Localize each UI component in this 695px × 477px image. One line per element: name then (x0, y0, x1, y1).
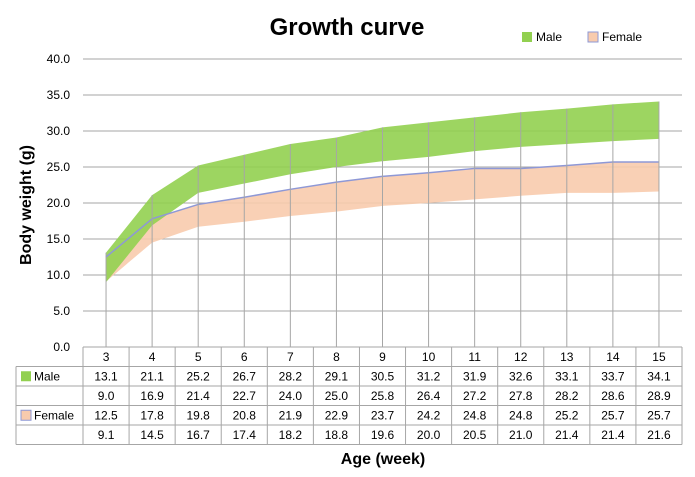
table-cell-female-upper: 22.9 (325, 409, 349, 423)
plot-area (105, 101, 660, 347)
table-cell-male-lower: 9.0 (98, 389, 115, 403)
table-cell-female-lower: 14.5 (140, 428, 164, 442)
table-cell-female-upper: 24.8 (463, 409, 487, 423)
y-tick-label: 35.0 (47, 88, 71, 102)
y-axis-label: Body weight (g) (18, 145, 35, 265)
y-tick-label: 30.0 (47, 124, 71, 138)
table-cell-female-upper: 20.8 (233, 409, 257, 423)
table-cell-female-lower: 18.8 (325, 428, 349, 442)
table-cell-male-upper: 30.5 (371, 370, 395, 384)
table-cell-female-upper: 17.8 (140, 409, 164, 423)
table-cell-female-lower: 18.2 (279, 428, 303, 442)
x-tick-label: 13 (560, 350, 574, 364)
table-cell-female-upper: 25.2 (555, 409, 579, 423)
x-tick-label: 10 (422, 350, 436, 364)
table-row-male-key (21, 371, 31, 382)
table-cell-male-upper: 33.7 (601, 370, 625, 384)
y-tick-label: 20.0 (47, 196, 71, 210)
x-tick-label: 3 (103, 350, 110, 364)
y-tick-label: 40.0 (47, 52, 71, 66)
x-tick-label: 15 (652, 350, 666, 364)
table-cell-female-lower: 21.4 (555, 428, 579, 442)
x-tick-label: 4 (149, 350, 156, 364)
x-tick-label: 8 (333, 350, 340, 364)
table-cell-female-lower: 21.4 (601, 428, 625, 442)
table-cell-female-upper: 23.7 (371, 409, 395, 423)
table-cell-male-lower: 28.6 (601, 389, 625, 403)
table-cell-male-lower: 25.0 (325, 389, 349, 403)
table-cell-male-lower: 24.0 (279, 389, 303, 403)
x-tick-label: 5 (195, 350, 202, 364)
y-tick-label: 25.0 (47, 160, 71, 174)
x-axis-label: Age (week) (341, 451, 425, 468)
x-tick-label: 14 (606, 350, 620, 364)
table-cell-female-lower: 20.5 (463, 428, 487, 442)
table-cell-female-upper: 25.7 (601, 409, 625, 423)
legend: Male Female (522, 30, 642, 44)
table-cell-female-upper: 21.9 (279, 409, 303, 423)
x-tick-label: 11 (468, 350, 481, 364)
table-cell-female-lower: 21.0 (509, 428, 533, 442)
x-tick-label: 12 (514, 350, 528, 364)
legend-swatch-male (522, 32, 532, 42)
table-cell-male-upper: 31.2 (417, 370, 441, 384)
table-cell-male-lower: 16.9 (140, 389, 164, 403)
y-tick-label: 5.0 (53, 304, 70, 318)
table-cell-male-upper: 31.9 (463, 370, 487, 384)
table-cell-male-lower: 27.8 (509, 389, 533, 403)
table-cell-female-upper: 24.8 (509, 409, 533, 423)
table-cell-female-lower: 20.0 (417, 428, 441, 442)
table-cell-male-upper: 26.7 (233, 370, 257, 384)
table-cell-female-lower: 21.6 (647, 428, 671, 442)
table-cell-female-lower: 9.1 (98, 428, 115, 442)
y-tick-label: 15.0 (47, 232, 71, 246)
table-cell-female-lower: 19.6 (371, 428, 395, 442)
y-tick-label: 10.0 (47, 268, 71, 282)
table-cell-male-upper: 29.1 (325, 370, 349, 384)
table-cell-male-lower: 28.2 (555, 389, 579, 403)
table-cell-female-upper: 25.7 (647, 409, 671, 423)
table-cell-male-upper: 13.1 (94, 370, 118, 384)
table-cell-male-upper: 25.2 (187, 370, 211, 384)
table-cell-male-lower: 21.4 (187, 389, 211, 403)
legend-label-female: Female (602, 30, 642, 44)
legend-swatch-female (587, 31, 599, 43)
data-table: 3 4 5 6 7 8 9 10 11 12 13 14 15 Male Female 13.1 21.1 25.… (15, 347, 683, 445)
y-axis: 0.0 5.0 10.0 15.0 20.0 25.0 30.0 35.0 40.0 (47, 52, 71, 354)
table-cell-female-upper: 24.2 (417, 409, 441, 423)
table-cell-male-upper: 32.6 (509, 370, 533, 384)
x-tick-label: 7 (287, 350, 294, 364)
chart-title: Growth curve (270, 14, 425, 41)
table-cell-male-lower: 27.2 (463, 389, 487, 403)
table-row-female-label: Female (34, 408, 74, 422)
table-cell-male-lower: 26.4 (417, 389, 441, 403)
table-cell-female-lower: 16.7 (187, 428, 211, 442)
table-cell-female-upper: 19.8 (187, 409, 211, 423)
table-cell-male-upper: 21.1 (140, 370, 164, 384)
table-row-male-label: Male (34, 369, 60, 383)
table-cell-male-lower: 28.9 (647, 389, 671, 403)
legend-label-male: Male (536, 30, 562, 44)
table-cell-male-lower: 25.8 (371, 389, 395, 403)
table-cell-male-upper: 28.2 (279, 370, 303, 384)
table-row-female-key (20, 409, 32, 421)
x-tick-label: 9 (379, 350, 386, 364)
table-cell-female-lower: 17.4 (233, 428, 257, 442)
x-tick-label: 6 (241, 350, 248, 364)
table-cell-male-upper: 34.1 (647, 370, 671, 384)
table-cell-male-upper: 33.1 (555, 370, 579, 384)
table-cell-male-lower: 22.7 (233, 389, 257, 403)
table-cell-female-upper: 12.5 (94, 409, 118, 423)
y-tick-label: 0.0 (53, 340, 70, 354)
